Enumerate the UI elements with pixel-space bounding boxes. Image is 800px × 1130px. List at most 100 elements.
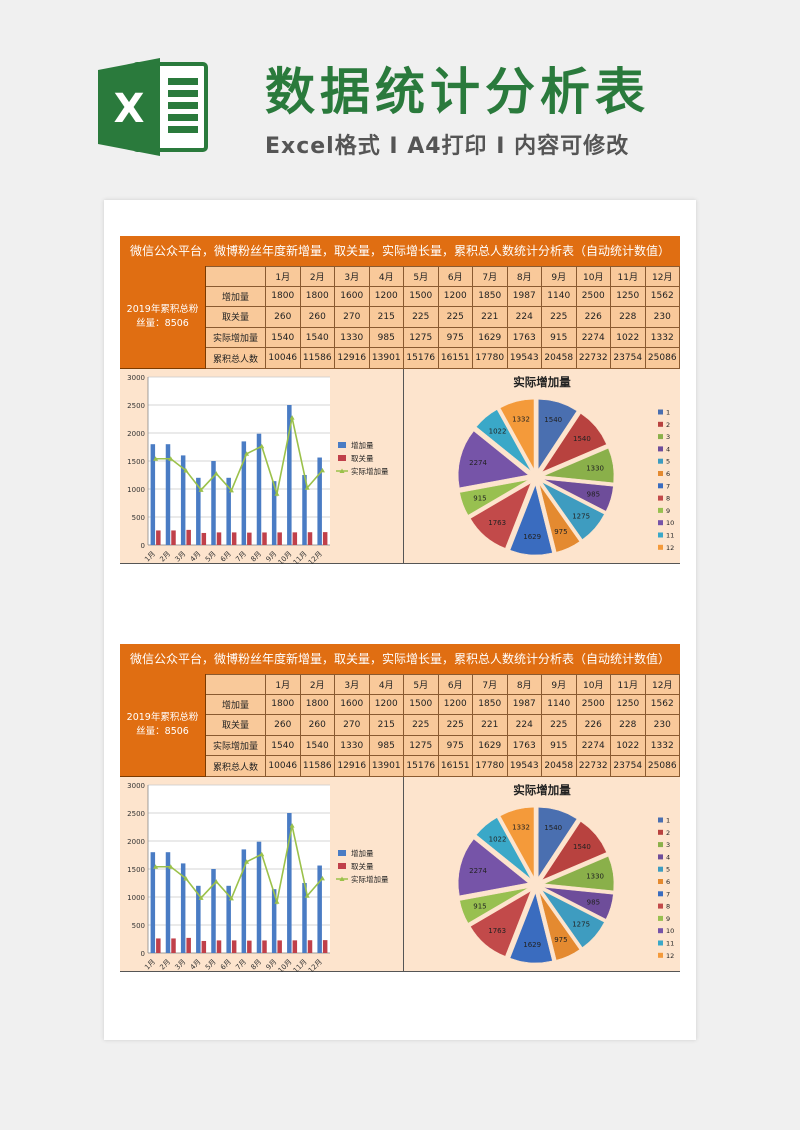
value-cell: 1330 [335,327,370,349]
line-net-increase [155,825,324,905]
value-cell: 260 [266,715,301,736]
value-cell: 23754 [611,348,646,369]
value-cell: 226 [576,715,611,736]
bar-increase [317,865,322,953]
page-title: 数据统计分析表 [265,63,650,121]
value-cell: 2500 [576,286,611,308]
value-cell: 1140 [542,286,577,308]
value-cell: 25086 [645,756,680,777]
value-cell: 225 [438,715,473,736]
table-corner-cell [206,266,266,287]
legend-swatch [658,409,663,415]
pie-data-label: 985 [587,898,600,906]
pie-data-label: 1540 [573,435,591,443]
legend-swatch [658,928,663,934]
value-cell: 260 [300,307,335,328]
bar-increase [302,883,307,953]
value-cell: 1600 [335,286,370,308]
value-cell: 915 [542,735,577,757]
x-tick-label: 2月 [158,958,172,972]
legend-label: 12 [666,952,674,960]
value-cell: 1540 [300,327,335,349]
bar-unfollow [292,532,298,545]
value-cell: 225 [404,715,439,736]
excel-logo-icon: X [98,58,210,156]
y-tick-label: 3000 [127,374,145,382]
x-tick-label: 4月 [189,550,203,564]
value-cell: 11586 [300,348,335,369]
x-tick-label: 1月 [143,550,157,564]
x-tick-label: 12月 [307,550,324,564]
line-point [319,467,325,473]
combo-chart: 0 500 1000 1500 2000 2500 3000 1月 2月 3月 4月 5月 6月 7月 8月… [127,782,389,972]
legend-swatch [338,442,346,448]
line-point [274,899,280,904]
y-tick-label: 3000 [127,782,145,790]
value-cell: 1332 [645,327,680,349]
value-cell: 1500 [404,286,439,308]
legend-swatch [658,483,663,489]
month-header-cell: 2月 [300,674,335,695]
value-cell: 23754 [611,756,646,777]
stats-grid: 1月 2月 3月 4月 5月 6月 7月 8月 9月 10月 11月 12月 增加量 1800 1800 16… [206,266,680,369]
legend-swatch [658,879,663,884]
x-tick-label: 6月 [219,958,233,972]
line-point [153,864,159,869]
y-tick-label: 500 [132,514,145,522]
value-cell: 2500 [576,694,611,716]
line-net-increase [155,417,324,497]
value-cell: 224 [507,715,542,736]
pie-slice [509,484,553,556]
x-tick-label: 1月 [143,958,157,972]
bar-unfollow [322,532,328,545]
legend-label: 10 [666,927,674,935]
pie-chart: 实际增加量15401540133098512759751629176391522… [457,783,674,964]
legend-swatch [658,520,663,526]
table-header-row: 1月 2月 3月 4月 5月 6月 7月 8月 9月 10月 11月 12月 [206,674,680,695]
legend-swatch [658,891,663,897]
value-cell: 260 [300,715,335,736]
month-header-cell: 9月 [542,266,577,287]
row-label-cell: 取关量 [206,715,266,736]
legend-label: 7 [666,482,670,490]
pie-slice [541,413,607,473]
bar-unfollow [171,938,176,953]
month-header-cell: 5月 [404,266,439,287]
value-cell: 20458 [542,756,577,777]
pie-data-label: 915 [473,494,486,502]
line-point [213,471,219,476]
stats-table: 2019年累积总粉丝量：8506 1月 2月 3月 4月 5月 6月 7月 8月 9月 10月 11… [120,266,680,369]
legend-swatch [658,940,663,946]
y-tick-label: 1500 [127,866,145,874]
value-cell: 20458 [542,348,577,369]
legend-label: 4 [666,853,670,861]
y-tick-label: 1500 [127,458,145,466]
pie-chart-panel: 实际增加量 1540 1540 1330 985 1275 975 1629 1763 915 22… [404,369,680,563]
x-tick-label: 4月 [189,958,203,972]
value-cell: 1540 [300,735,335,757]
line-point [259,851,265,857]
month-header-cell: 9月 [542,674,577,695]
table-row: 取关量 260 260 270 215 225 225 221 224 225 226 228 230 [206,715,680,736]
bar-increase [256,841,262,953]
value-cell: 1562 [645,286,680,308]
value-cell: 270 [335,715,370,736]
bar-unfollow [171,530,176,545]
value-cell: 13901 [369,756,404,777]
y-tick-label: 2500 [127,402,145,410]
value-cell: 225 [438,307,473,328]
legend-label: 3 [666,841,670,849]
value-cell: 228 [611,715,646,736]
value-cell: 1629 [473,735,508,757]
legend-swatch [658,915,663,921]
month-header-cell: 12月 [645,266,680,287]
value-cell: 1250 [611,694,646,716]
value-cell: 15176 [404,756,439,777]
value-cell: 17780 [473,348,508,369]
x-tick-label: 2月 [158,550,172,564]
legend-swatch [338,455,346,461]
legend-label: 增加量 [351,440,374,450]
pie-slice [509,892,553,964]
x-tick-label: 10月 [277,958,294,972]
pie-slice [476,817,532,880]
